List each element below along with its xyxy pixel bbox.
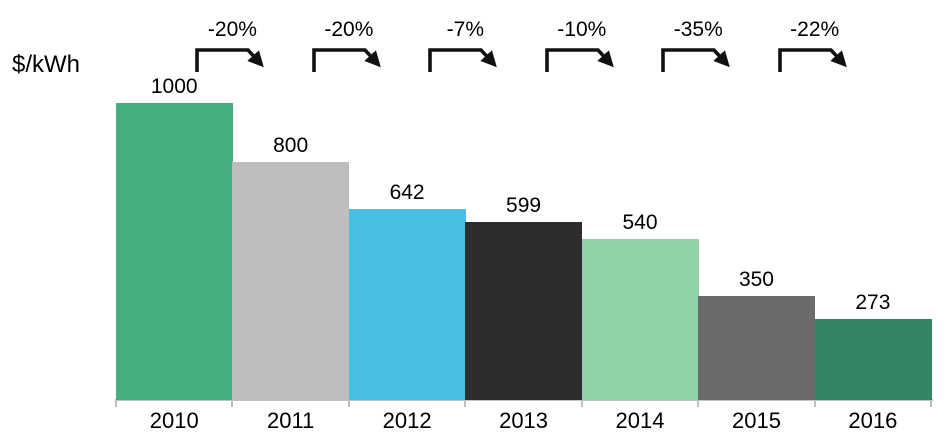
pct-change-label: -22% — [790, 18, 840, 41]
axis-tick — [580, 400, 583, 407]
bar-value-label: 540 — [622, 211, 658, 235]
x-axis-label: 2014 — [615, 408, 665, 433]
bar-2012 — [348, 209, 466, 400]
bar-2014 — [581, 239, 699, 400]
x-axis-label: 2016 — [848, 408, 898, 433]
axis-tick — [231, 400, 234, 407]
bar-2010 — [116, 102, 234, 400]
pct-change-label: -7% — [446, 18, 485, 41]
bar-value-label: 800 — [273, 134, 309, 157]
axis-tick — [464, 400, 467, 407]
x-axis-label: 2012 — [382, 408, 432, 433]
bar-2016 — [814, 318, 932, 400]
decline-arrow-icon — [777, 48, 847, 72]
bar-value-label: 350 — [738, 267, 774, 291]
decline-arrow-icon — [661, 48, 731, 72]
x-axis-label: 2010 — [149, 408, 199, 433]
decline-arrow-icon — [195, 48, 265, 72]
axis-tick — [930, 400, 933, 407]
bar-value-label: 642 — [389, 181, 425, 204]
axis-tick — [813, 400, 816, 407]
bar-value-label: 273 — [855, 290, 891, 314]
axis-tick — [347, 400, 350, 407]
decline-arrow-icon — [312, 48, 381, 72]
axis-tick — [115, 400, 117, 407]
bar-2015 — [698, 295, 816, 400]
pct-change-label: -20% — [207, 18, 257, 41]
pct-change-label: -20% — [324, 18, 374, 41]
bar-2013 — [465, 221, 583, 400]
x-axis-label: 2015 — [731, 408, 781, 433]
axis-tick — [697, 400, 700, 407]
bar-value-label: 599 — [506, 193, 542, 217]
decline-arrow-icon — [428, 48, 498, 72]
pct-change-label: -35% — [673, 18, 723, 41]
y-axis-unit-label: $/kWh — [12, 51, 81, 78]
pct-change-label: -10% — [557, 18, 607, 41]
x-axis-label: 2013 — [499, 408, 549, 433]
decline-arrow-icon — [544, 48, 614, 72]
x-axis-label: 2011 — [267, 408, 315, 433]
bar-2011 — [232, 162, 350, 400]
bar-value-label: 1000 — [150, 74, 198, 98]
x-axis-line — [115, 399, 933, 401]
